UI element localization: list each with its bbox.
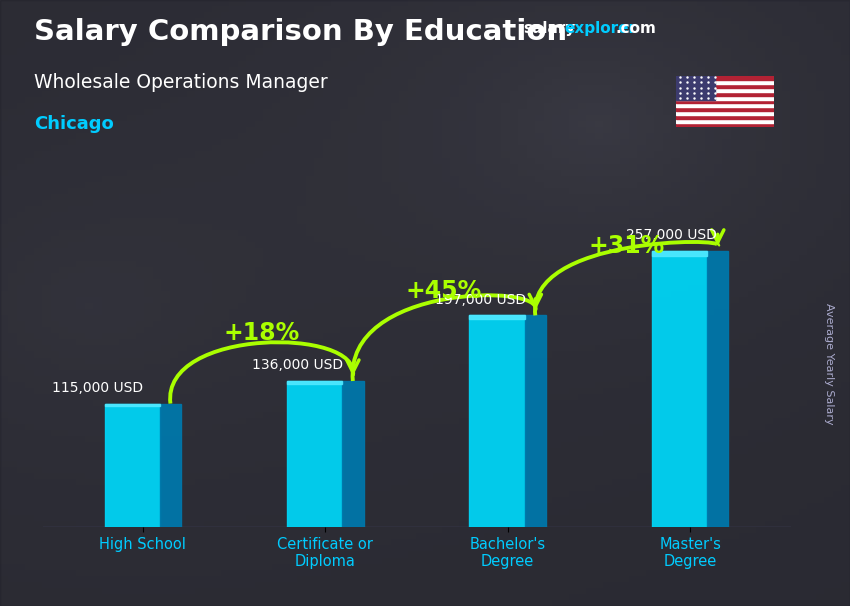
Bar — [652, 251, 707, 256]
Text: +18%: +18% — [224, 321, 300, 345]
Text: 197,000 USD: 197,000 USD — [435, 293, 526, 307]
Text: +45%: +45% — [406, 279, 482, 303]
Bar — [676, 123, 774, 127]
Text: 115,000 USD: 115,000 USD — [52, 381, 143, 395]
Bar — [469, 315, 524, 527]
Text: explorer: explorer — [564, 21, 637, 36]
Bar — [287, 381, 343, 527]
Text: Chicago: Chicago — [34, 115, 114, 133]
Text: 136,000 USD: 136,000 USD — [252, 358, 343, 373]
Bar — [676, 107, 774, 112]
Bar — [469, 315, 524, 319]
Text: Salary Comparison By Education: Salary Comparison By Education — [34, 18, 567, 46]
Bar — [676, 99, 774, 104]
Bar — [287, 381, 343, 384]
Bar — [105, 404, 160, 406]
Bar — [676, 76, 715, 99]
Bar — [676, 88, 774, 92]
Text: Average Yearly Salary: Average Yearly Salary — [824, 303, 834, 424]
Bar — [676, 119, 774, 123]
Bar — [676, 92, 774, 96]
Bar — [676, 80, 774, 84]
Text: 257,000 USD: 257,000 USD — [626, 228, 717, 242]
Bar — [160, 404, 181, 527]
Bar — [676, 112, 774, 115]
Text: salary: salary — [523, 21, 575, 36]
Bar — [707, 251, 728, 527]
Bar — [676, 76, 774, 80]
Text: +31%: +31% — [588, 234, 665, 258]
Bar — [343, 381, 364, 527]
Bar — [105, 404, 160, 527]
Bar — [676, 104, 774, 107]
Bar — [676, 96, 774, 99]
Text: Wholesale Operations Manager: Wholesale Operations Manager — [34, 73, 328, 92]
Bar — [524, 315, 546, 527]
Bar — [652, 251, 707, 527]
Bar — [676, 84, 774, 88]
Text: .com: .com — [615, 21, 656, 36]
Bar — [676, 115, 774, 119]
